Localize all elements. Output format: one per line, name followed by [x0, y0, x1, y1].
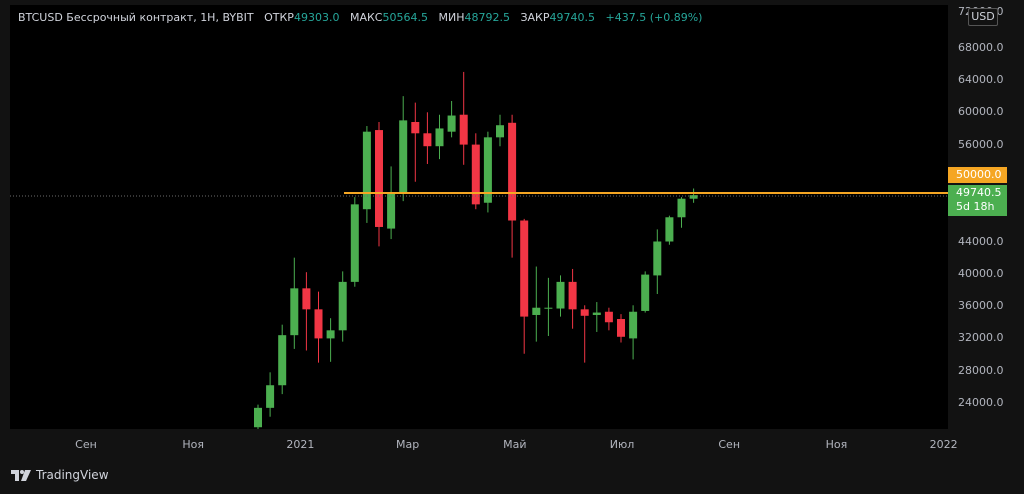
price-tick-label: 60000.0 [958, 105, 1004, 119]
price-tick-label: 40000.0 [958, 266, 1004, 280]
candle-body [387, 193, 396, 229]
candle-body [483, 137, 492, 203]
tradingview-logo-icon [11, 470, 31, 481]
high-label: МАКС [349, 11, 383, 24]
candle-body [423, 133, 432, 147]
candle-body [435, 128, 444, 147]
candle-body [617, 319, 625, 337]
candle-body [338, 281, 347, 331]
high-value: 50564.5 [382, 11, 428, 24]
candle-body [604, 311, 613, 323]
candle-body [362, 131, 371, 210]
time-tick-label: Сен [718, 438, 741, 451]
price-tick-label: 44000.0 [958, 234, 1004, 248]
price-tick-label: 28000.0 [958, 363, 1004, 377]
last-price-tag: 49740.5 5d 18h [948, 185, 1007, 216]
candle-body [544, 307, 553, 309]
candle-body [471, 144, 480, 205]
price-tick-label: 68000.0 [958, 40, 1004, 54]
candle-body [677, 198, 686, 218]
candle-body [254, 407, 262, 428]
price-tick-label: 32000.0 [958, 331, 1004, 345]
time-tick-label: 2021 [286, 438, 315, 451]
candle-body [580, 309, 589, 316]
candle-body [629, 311, 638, 339]
candle-body [459, 114, 468, 145]
candle-body [399, 120, 408, 194]
plot-area[interactable] [10, 5, 948, 429]
level-price-tag-text: 50000.0 [956, 168, 1002, 181]
change-value: +437.5 (+0.89%) [605, 11, 703, 24]
currency-button[interactable]: USD [968, 8, 998, 26]
time-tick-label: Сен [75, 438, 97, 451]
time-tick-label: Ноя [825, 438, 848, 451]
close-label: ЗАКР [520, 11, 550, 24]
candle-body [592, 312, 601, 315]
candle-body [568, 281, 577, 310]
price-tick-label: 64000.0 [958, 73, 1004, 86]
candle-body [496, 125, 504, 138]
candle-body [278, 335, 287, 386]
candle-body [665, 217, 674, 242]
candle-body [508, 122, 517, 221]
level-price-tag: 50000.0 [948, 167, 1007, 183]
time-tick-label: Июл [609, 438, 635, 451]
symbol-title: BTCUSD Бессрочный контракт, 1Н, BYBIT [18, 11, 254, 24]
price-tick-label: 24000.0 [958, 396, 1004, 409]
low-value: 48792.5 [464, 11, 510, 24]
time-tick-label: Май [503, 438, 527, 451]
tradingview-branding[interactable]: TradingView [10, 466, 109, 484]
time-axis[interactable] [10, 429, 948, 455]
candle-body [302, 288, 311, 310]
candle-body [350, 204, 359, 282]
time-tick-label: 2022 [929, 438, 958, 451]
last-price-value: 49740.5 [956, 186, 1002, 199]
candle-body [556, 281, 565, 309]
candle-body [375, 130, 383, 227]
candle-body [314, 309, 323, 339]
candle-body [447, 115, 456, 132]
low-label: МИН [438, 11, 465, 24]
candle-body [653, 241, 662, 276]
candle-body [532, 307, 541, 315]
time-tick-label: Ноя [182, 438, 204, 451]
candle-body [326, 330, 335, 339]
price-tick-label: 56000.0 [958, 137, 1004, 151]
price-axis[interactable] [948, 5, 1008, 429]
candle-body [641, 274, 650, 311]
candle-body [689, 195, 698, 199]
candle-body [411, 121, 420, 134]
bar-countdown: 5d 18h [956, 200, 995, 213]
time-tick-label: Мар [395, 438, 420, 451]
candle-body [290, 288, 299, 336]
ohlc-legend: BTCUSD Бессрочный контракт, 1Н, BYBIT ОТ… [18, 11, 702, 24]
brand-name: TradingView [36, 468, 109, 482]
open-value: 49303.0 [293, 11, 340, 24]
close-value: 49740.5 [549, 11, 596, 24]
price-tick-label: 36000.0 [958, 299, 1004, 313]
candle-body [520, 220, 529, 317]
open-label: ОТКР [264, 11, 294, 24]
candle-body [266, 385, 275, 408]
